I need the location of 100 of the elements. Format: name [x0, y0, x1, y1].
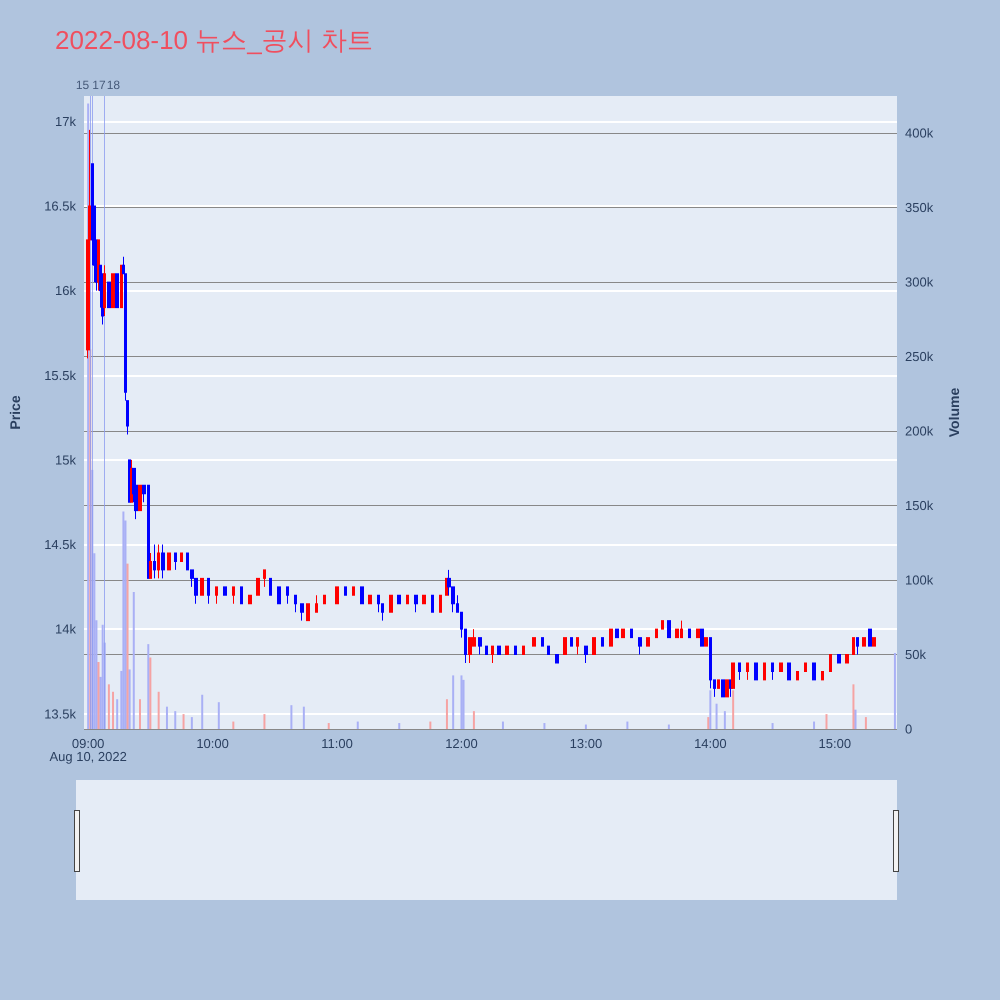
candlestick: [180, 552, 183, 562]
candlestick: [414, 594, 418, 613]
candlestick: [630, 628, 633, 638]
bar: [201, 694, 204, 729]
bar: [668, 724, 670, 729]
candlestick: [439, 594, 442, 613]
y2-tick-label: 350k: [905, 200, 934, 216]
y2-tick-label: 250k: [905, 349, 934, 364]
bar: [166, 706, 168, 729]
candlestick: [746, 662, 749, 680]
y2-tick-label: 400k: [905, 126, 934, 141]
bar: [707, 717, 710, 729]
bar: [116, 699, 118, 729]
candlestick: [269, 578, 272, 596]
bar: [864, 717, 867, 729]
candlestick: [223, 586, 227, 596]
candlestick: [153, 544, 156, 579]
bar: [147, 644, 150, 729]
candlestick: [615, 628, 619, 638]
chart-title: 2022-08-10 뉴스_공시 차트: [55, 25, 373, 55]
bar: [126, 564, 129, 729]
candlestick: [688, 628, 691, 638]
candlestick: [601, 637, 604, 647]
candlestick: [174, 552, 177, 570]
ref-line-label: 17: [92, 78, 106, 92]
candlestick: [696, 628, 700, 638]
candlestick: [149, 552, 152, 579]
y-tick-label: 16.5k: [44, 198, 76, 214]
bar: [732, 690, 734, 729]
y2-tick-label: 200k: [905, 424, 934, 439]
candlestick: [138, 484, 142, 512]
candlestick: [389, 594, 393, 613]
candlestick: [872, 637, 876, 647]
y2-tick-label: 50k: [905, 647, 926, 662]
candlestick: [115, 273, 119, 308]
candlestick: [497, 646, 501, 656]
candlestick: [335, 586, 339, 604]
candlestick: [868, 628, 872, 647]
candlestick: [277, 586, 281, 604]
candlestick: [532, 637, 536, 647]
x-tick-label: 11:00: [321, 736, 353, 751]
candlestick: [754, 662, 758, 680]
candlestick: [97, 239, 100, 292]
bar: [852, 684, 854, 729]
candlestick: [725, 679, 729, 698]
candlestick: [431, 594, 434, 613]
bar: [290, 705, 292, 729]
bar: [190, 717, 193, 729]
bar: [138, 699, 141, 729]
candlestick: [667, 620, 671, 638]
y-tick-label: 15.5k: [44, 368, 76, 383]
candlestick: [829, 654, 832, 672]
candlestick: [837, 654, 841, 664]
bar: [108, 684, 110, 729]
candlestick: [306, 603, 310, 622]
bar: [158, 692, 160, 729]
candlestick: [721, 679, 725, 698]
candlestick: [856, 637, 859, 656]
candlestick: [584, 646, 588, 664]
candlestick: [804, 662, 807, 672]
candlestick: [731, 662, 735, 689]
bar: [626, 722, 628, 729]
candlestick: [161, 544, 165, 579]
x-tick-label: 13:00: [570, 736, 602, 751]
bar: [302, 706, 305, 729]
candlestick: [397, 594, 401, 604]
candlestick: [787, 662, 791, 680]
x-tick-label: 09:00 Aug 10, 2022: [49, 736, 127, 764]
candlestick: [522, 646, 525, 656]
candlestick: [609, 628, 613, 647]
bar: [543, 723, 546, 729]
bar: [825, 714, 828, 729]
candlestick: [704, 637, 708, 647]
candlestick: [207, 578, 210, 604]
candlestick: [107, 282, 111, 308]
candlestick: [200, 578, 204, 596]
bar: [102, 624, 104, 729]
y-tick-label: 16k: [55, 283, 76, 298]
y-axis-title: Price: [7, 395, 23, 430]
bar: [894, 653, 896, 729]
bar: [232, 722, 234, 729]
y-tick-label: 15k: [55, 452, 76, 468]
bar: [709, 690, 712, 729]
candlestick: [323, 594, 326, 604]
y-tick-label: 14k: [55, 622, 76, 637]
candlestick: [717, 679, 720, 689]
candlestick: [845, 654, 849, 664]
y-tick-label: 17k: [55, 114, 76, 129]
candlestick: [661, 620, 664, 630]
candlestick: [215, 586, 218, 604]
candlestick: [478, 637, 482, 656]
candlestick: [360, 586, 364, 604]
bar: [772, 723, 774, 729]
candlestick: [700, 628, 704, 647]
candlestick: [240, 586, 243, 604]
bar: [263, 714, 266, 729]
candlestick: [120, 264, 123, 308]
candlestick: [576, 637, 579, 656]
candlestick: [862, 637, 866, 647]
x-tick-label: 15:00: [818, 736, 852, 751]
